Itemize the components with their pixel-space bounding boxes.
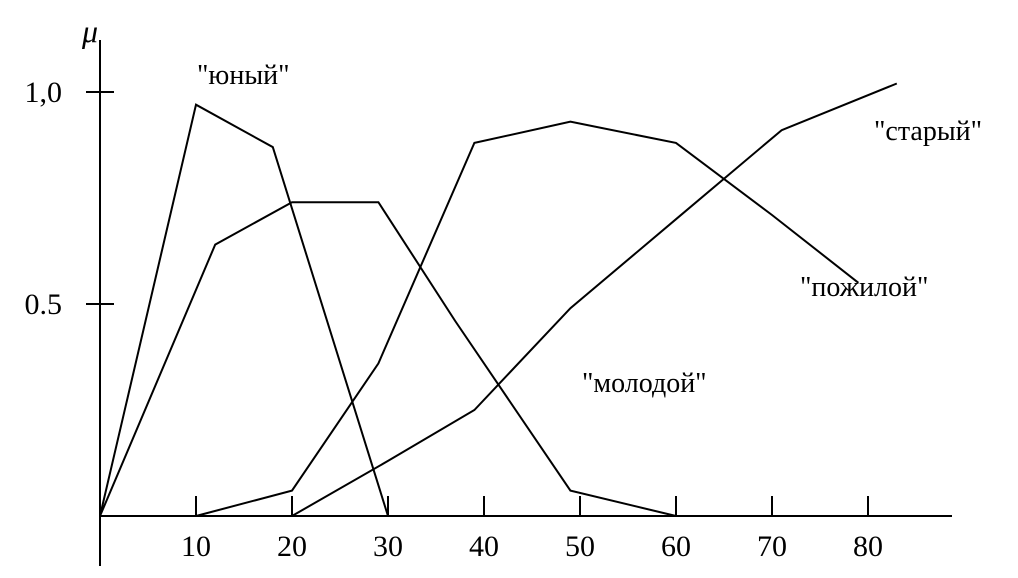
- x-tick-label: 10: [181, 530, 211, 563]
- x-tick-label: 20: [277, 530, 307, 563]
- curve-yuny: [99, 103, 389, 517]
- y-tick-label: 0.5: [25, 288, 63, 321]
- curve-molodoy: [99, 201, 677, 517]
- x-tick-label: 70: [757, 530, 787, 563]
- curve-stary: [291, 82, 898, 517]
- y-ticks: 1,0 0.5: [25, 76, 114, 321]
- x-tick-label: 30: [373, 530, 403, 563]
- y-axis-label: μ: [81, 13, 98, 49]
- series-labels: "юный" "молодой" "пожилой" "старый": [197, 60, 982, 399]
- x-tick-label: 50: [565, 530, 595, 563]
- x-tick-label: 80: [853, 530, 883, 563]
- series-label-stary: "старый": [874, 116, 982, 147]
- x-ticks: 10 20 30 40 50 60 70 80: [181, 496, 883, 563]
- x-tick-label: 60: [661, 530, 691, 563]
- series-label-pozhiloy: "пожилой": [800, 272, 928, 303]
- y-tick-label: 1,0: [25, 76, 63, 109]
- series-label-molodoy: "молодой": [582, 368, 707, 399]
- series-label-yuny: "юный": [197, 60, 290, 91]
- axes: [99, 40, 952, 566]
- x-tick-label: 40: [469, 530, 499, 563]
- membership-curves: [99, 82, 898, 517]
- curve-pozhiloy: [195, 120, 860, 517]
